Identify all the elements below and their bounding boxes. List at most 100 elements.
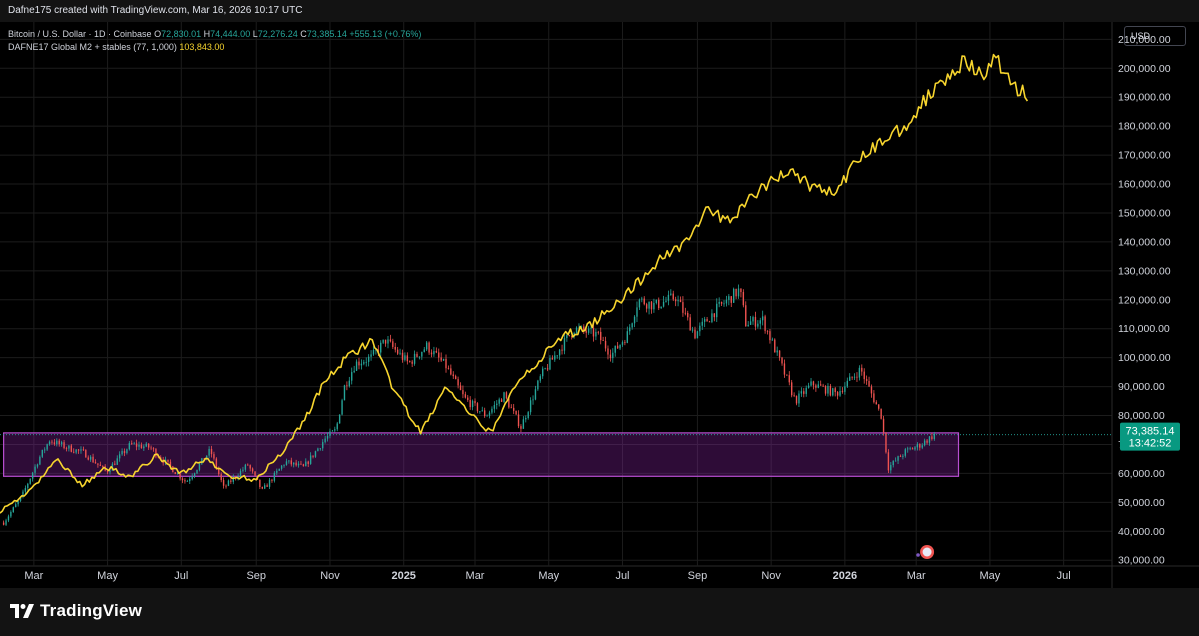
candle-body: [851, 376, 853, 378]
y-tick-label: 210,000.00: [1118, 34, 1171, 46]
candle-body: [425, 342, 428, 350]
y-tick-label: 40,000.00: [1118, 526, 1165, 538]
candle-body: [409, 361, 411, 363]
candle-body: [858, 367, 861, 378]
candle-body: [558, 349, 561, 356]
top-bar: Dafne175 created with TradingView.com, M…: [0, 0, 1199, 22]
y-tick-label: 90,000.00: [1118, 381, 1165, 393]
candle-body: [360, 363, 363, 366]
candle-body: [600, 331, 602, 341]
candle-body: [12, 507, 14, 512]
candle-body: [36, 464, 39, 467]
candle-body: [462, 390, 464, 395]
candle-body: [742, 292, 745, 306]
candle-body: [450, 368, 452, 375]
tradingview-logo[interactable]: TradingView: [10, 601, 142, 621]
candle-body: [242, 469, 244, 471]
price-chart[interactable]: 30,000.0040,000.0050,000.0060,000.0070,0…: [0, 22, 1199, 588]
candle-body: [22, 491, 24, 497]
candle-body: [684, 312, 687, 314]
candle-body: [636, 307, 638, 317]
candle-body: [114, 463, 116, 465]
candle-body: [261, 487, 263, 489]
candle-body: [94, 462, 97, 464]
candle-body: [529, 400, 532, 413]
candle-body: [319, 448, 322, 450]
candle-body: [145, 443, 147, 447]
candle-body: [288, 460, 290, 462]
candle-body: [479, 411, 481, 413]
candle-body: [416, 353, 418, 357]
candle-body: [902, 455, 904, 457]
candle-body: [302, 464, 305, 467]
candle-body: [133, 443, 135, 445]
candle-body: [544, 368, 546, 370]
candle-body: [222, 480, 225, 486]
candle-body: [454, 376, 457, 380]
candle-body: [283, 464, 285, 466]
candle-body: [186, 481, 189, 482]
candle-body: [218, 468, 220, 475]
low-label: L: [252, 29, 258, 39]
candle-body: [662, 301, 665, 307]
candle-body: [464, 394, 467, 398]
candle-body: [658, 299, 660, 309]
candle-body: [389, 339, 392, 342]
candle-body: [822, 385, 824, 387]
candle-body: [730, 296, 732, 303]
symbol-legend-row[interactable]: Bitcoin / U.S. Dollar · 1D · Coinbase O7…: [8, 28, 421, 41]
candle-body: [140, 444, 143, 449]
last-price-badge: [1120, 422, 1180, 451]
candle-body: [375, 349, 377, 351]
candle-body: [421, 352, 423, 357]
indicator-legend-row[interactable]: DAFNE17 Global M2 + stables (77, 1,000) …: [8, 41, 421, 54]
candle-body: [790, 382, 793, 396]
candle-body: [781, 357, 783, 364]
chart-area[interactable]: 30,000.0040,000.0050,000.0060,000.0070,0…: [0, 22, 1199, 588]
candle-body: [491, 408, 493, 413]
candle-body: [836, 392, 839, 396]
candle-body: [933, 433, 936, 440]
candle-body: [24, 488, 27, 492]
candle-body: [196, 469, 198, 474]
candle-body: [251, 468, 254, 472]
candle-body: [396, 349, 399, 354]
candle-body: [143, 446, 145, 449]
candle-body: [786, 374, 788, 376]
indicator-name: DAFNE17 Global M2 + stables (77, 1,000): [8, 42, 177, 52]
y-tick-label: 30,000.00: [1118, 555, 1165, 567]
candle-body: [612, 352, 614, 359]
candle-body: [807, 385, 810, 388]
candle-body: [911, 448, 914, 450]
candle-body: [820, 384, 822, 386]
candle-body: [546, 368, 549, 370]
candle-body: [708, 321, 711, 323]
x-tick-label: Jul: [1057, 570, 1071, 582]
candle-body: [549, 357, 551, 370]
currency-button[interactable]: USD: [1124, 26, 1186, 46]
candle-body: [65, 448, 68, 449]
candle-body: [334, 429, 336, 431]
candle-body: [384, 339, 387, 344]
candle-body: [783, 363, 786, 375]
candle-body: [198, 463, 201, 470]
y-tick-label: 170,000.00: [1118, 150, 1171, 162]
candle-body: [870, 386, 873, 394]
brand-name: TradingView: [40, 601, 143, 620]
candle-body: [907, 448, 909, 450]
candle-body: [880, 408, 882, 419]
candle-body: [276, 470, 278, 473]
x-tick-label: May: [538, 570, 559, 582]
candle-body: [844, 386, 846, 392]
candle-body: [493, 405, 496, 409]
candle-body: [131, 443, 133, 444]
x-tick-label: May: [980, 570, 1001, 582]
high-value: 74,444.00: [210, 29, 251, 39]
candle-body: [338, 414, 341, 424]
candle-body: [699, 325, 701, 332]
candle-body: [928, 436, 931, 443]
candle-body: [370, 354, 372, 357]
candle-body: [817, 384, 819, 388]
candle-body: [459, 385, 462, 391]
candle-body: [205, 455, 208, 460]
